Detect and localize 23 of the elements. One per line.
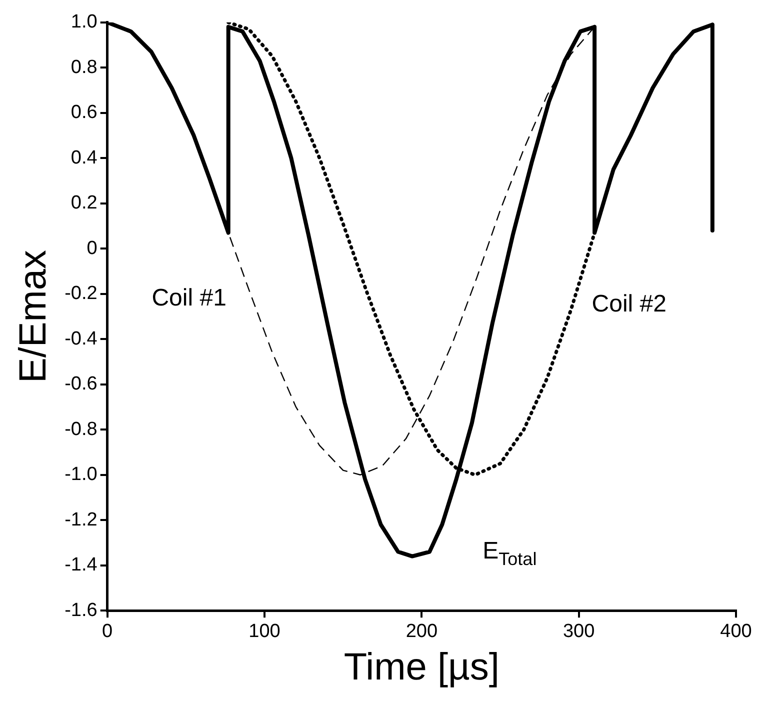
series-label: Coil #1 (152, 284, 226, 312)
x-tick-label: 300 (562, 621, 595, 642)
y-tick-label: 0 (86, 238, 98, 259)
y-tick-label: -0.2 (64, 283, 98, 304)
y-tick-label: 1.0 (70, 12, 98, 33)
y-tick-label: 0.6 (70, 102, 98, 124)
y-tick-label: -0.6 (64, 374, 98, 395)
y-tick-label: -1.2 (64, 509, 98, 530)
y-tick-label: -1.6 (64, 600, 98, 621)
y-tick-label: 0.2 (70, 192, 98, 214)
x-tick-label: 100 (248, 621, 280, 642)
x-axis-title: Time [µs] (344, 646, 500, 689)
x-tick-label: 400 (720, 621, 752, 642)
y-tick-label: -1.4 (64, 554, 98, 576)
y-tick-label: -1.0 (64, 464, 98, 486)
y-axis-title: E/Emax (12, 250, 54, 384)
y-tick-label: -0.8 (64, 418, 98, 440)
y-tick-label: 0.8 (70, 56, 98, 78)
x-tick-label: 0 (102, 621, 113, 642)
y-tick-label: -0.4 (64, 328, 98, 350)
y-tick-label: 0.4 (70, 147, 98, 168)
x-tick-label: 200 (406, 621, 438, 642)
series-label: Coil #2 (592, 290, 666, 318)
